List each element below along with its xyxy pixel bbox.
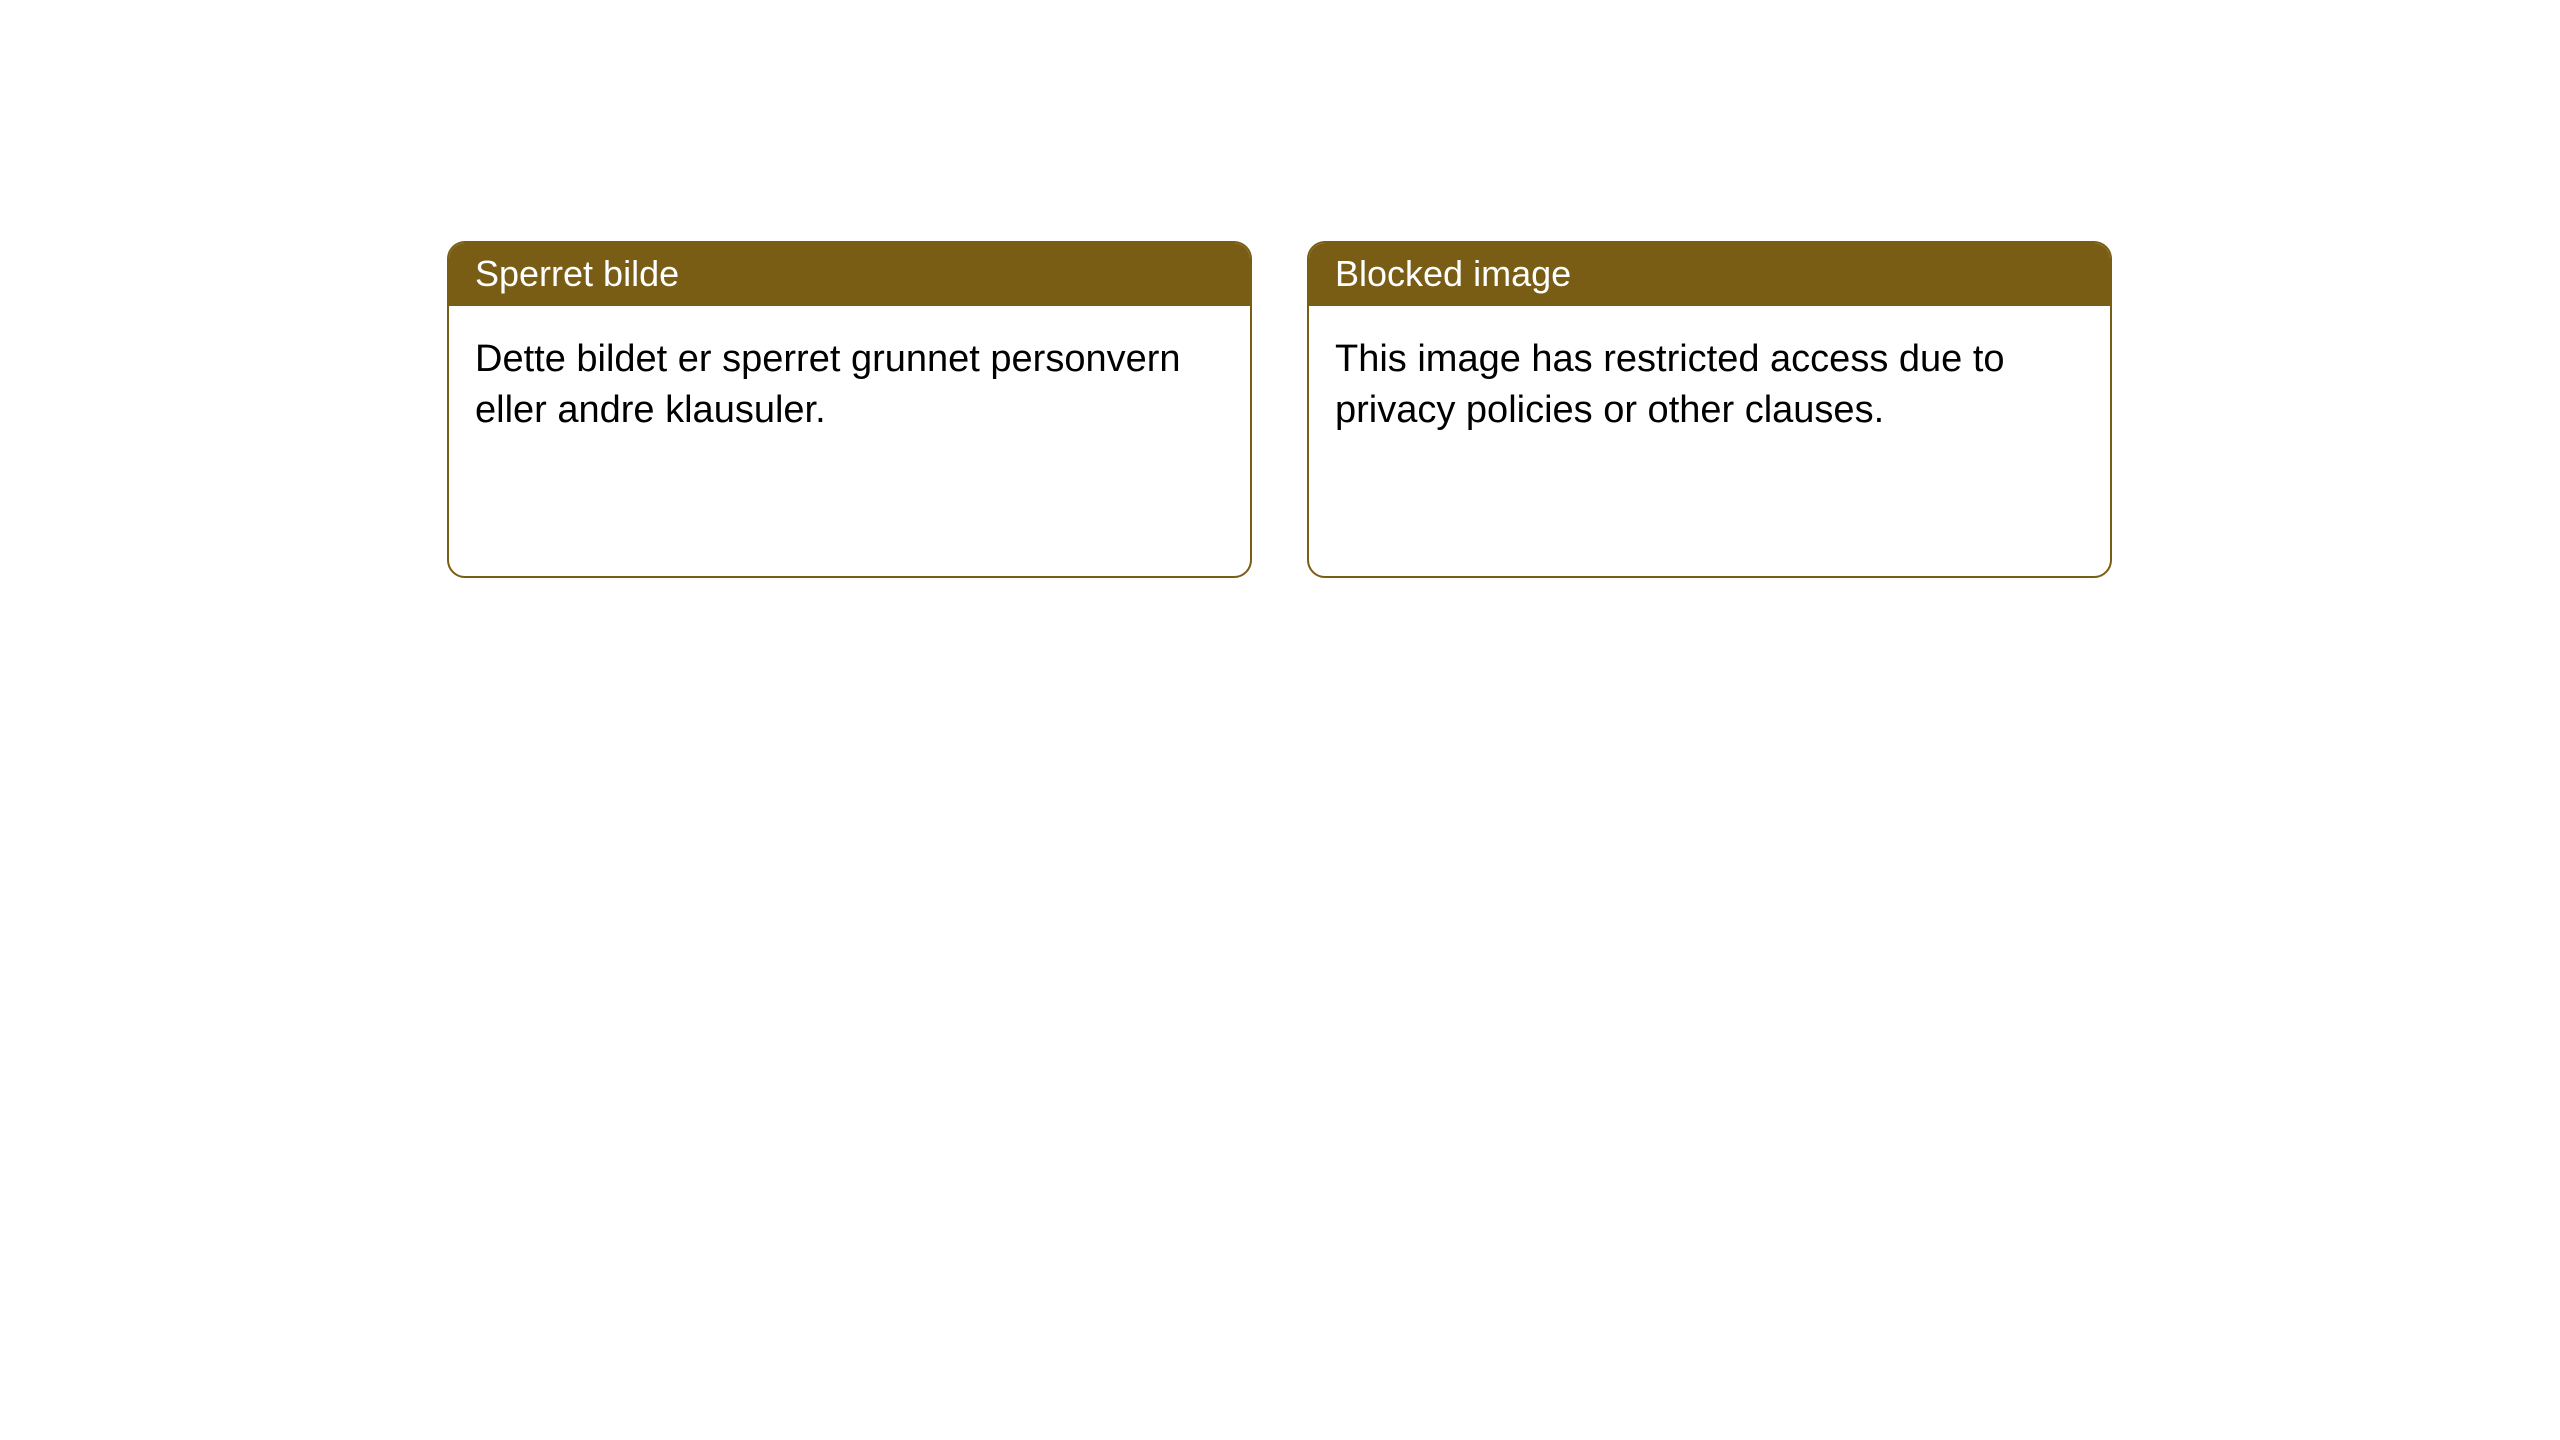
card-header-norwegian: Sperret bilde — [449, 243, 1250, 306]
card-header-english: Blocked image — [1309, 243, 2110, 306]
card-body-norwegian: Dette bildet er sperret grunnet personve… — [449, 306, 1250, 465]
card-body-english: This image has restricted access due to … — [1309, 306, 2110, 465]
cards-container: Sperret bilde Dette bildet er sperret gr… — [447, 241, 2112, 578]
card-norwegian: Sperret bilde Dette bildet er sperret gr… — [447, 241, 1252, 578]
card-english: Blocked image This image has restricted … — [1307, 241, 2112, 578]
